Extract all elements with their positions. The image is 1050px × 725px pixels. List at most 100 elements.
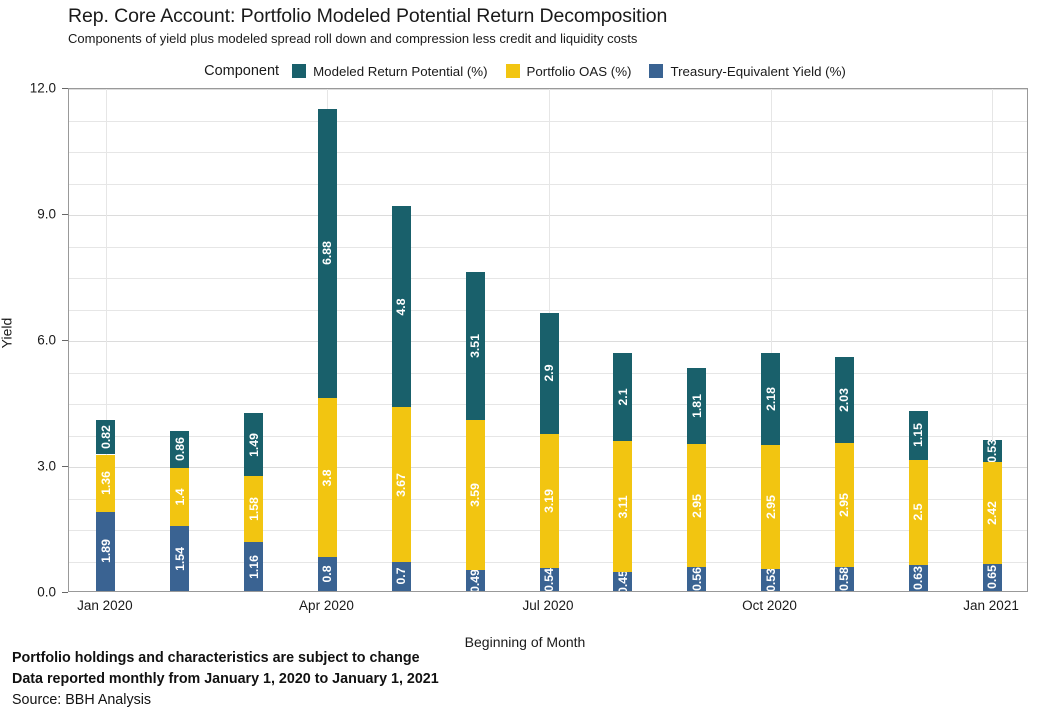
bar-segment[interactable]: 1.54 [170,526,190,591]
bar-value-label: 0.53 [985,439,1000,463]
bar-value-label: 0.65 [985,565,1000,590]
bar-segment[interactable]: 0.45 [613,572,633,591]
bar-segment[interactable]: 3.67 [391,407,411,562]
chart-subtitle: Components of yield plus modeled spread … [68,31,638,46]
bar-segment[interactable]: 1.58 [244,475,264,543]
gridline-vertical [770,89,772,591]
bar-segment[interactable]: 2.95 [761,444,781,569]
legend-swatch-portfolio-oas [505,64,520,78]
bar-group[interactable]: 1.54 1.4 0.86 [170,89,190,591]
bar-group[interactable]: 0.49 3.59 3.51 [465,89,485,591]
y-axis-tick-label: 0.0 [37,584,56,600]
bar-segment[interactable]: 0.65 [982,563,1002,591]
bar-segment[interactable]: 3.19 [539,434,559,569]
legend-item-modeled-return-potential[interactable]: Modeled Return Potential (%) [292,63,488,79]
bar-group[interactable]: 0.45 3.11 2.1 [613,89,633,591]
bar-value-label: 4.8 [394,298,409,316]
bar-value-label: 1.16 [246,554,261,579]
bar-group[interactable]: 0.58 2.95 2.03 [834,89,854,591]
legend-label-modeled-return-potential: Modeled Return Potential (%) [313,63,488,79]
bar-segment[interactable]: 0.86 [170,431,190,468]
bar-value-label: 0.58 [837,566,852,591]
bar-value-label: 2.95 [689,493,704,518]
bar-segment[interactable]: 6.88 [317,108,337,398]
bar-segment[interactable]: 2.03 [834,357,854,443]
legend-label-treasury-equivalent-yield: Treasury-Equivalent Yield (%) [670,63,846,79]
plot-area: 1.89 1.36 0.82 1.54 1.4 0.86 1.16 1.58 1.49 0.8 3.… [68,88,1028,592]
bar-value-label: 3.67 [394,472,409,497]
bar-group[interactable]: 1.16 1.58 1.49 [244,89,264,591]
bar-segment[interactable]: 0.82 [96,420,116,455]
bar-segment[interactable]: 0.58 [834,566,854,591]
bar-segment[interactable]: 1.16 [244,542,264,591]
y-axis-tick-mark [62,592,68,593]
bar-segment[interactable]: 3.11 [613,441,633,573]
bar-segment[interactable]: 0.49 [465,570,485,591]
bar-segment[interactable]: 2.9 [539,312,559,435]
bar-segment[interactable]: 1.15 [908,411,928,460]
bar-value-label: 0.45 [615,572,630,591]
footnote-line-3: Source: BBH Analysis [12,692,152,708]
bar-segment[interactable]: 1.4 [170,467,190,527]
bar-segment[interactable]: 2.18 [761,353,781,445]
bar-segment[interactable]: 4.8 [391,205,411,408]
bar-value-label: 0.49 [468,570,483,591]
bar-segment[interactable]: 0.53 [761,568,781,591]
bar-segment[interactable]: 3.8 [317,397,337,558]
bar-value-label: 0.53 [763,568,778,591]
bar-segment[interactable]: 1.81 [687,367,707,444]
bar-value-label: 1.15 [911,423,926,448]
bar-segment[interactable]: 0.7 [391,561,411,591]
bar-segment[interactable]: 2.5 [908,459,928,565]
bar-value-label: 0.56 [689,567,704,591]
gridline-major [69,89,1027,90]
legend-title: Component [204,63,280,79]
bar-segment[interactable]: 2.95 [834,442,854,567]
bar-group[interactable]: 0.56 2.95 1.81 [687,89,707,591]
bar-segment[interactable]: 2.95 [687,443,707,568]
bar-group[interactable]: 0.63 2.5 1.15 [908,89,928,591]
bar-value-label: 3.59 [468,483,483,507]
bar-segment[interactable]: 0.56 [687,567,707,591]
gridline-minor [69,309,1027,311]
bar-segment[interactable]: 3.51 [465,272,485,420]
bar-group[interactable]: 0.7 3.67 4.8 [391,89,411,591]
bar-value-label: 2.5 [911,503,926,521]
bar-group[interactable]: 0.8 3.8 6.88 [317,89,337,591]
x-axis-tick-label: Jan 2020 [77,598,133,613]
gridline-minor [69,246,1027,248]
bar-segment[interactable]: 0.54 [539,568,559,591]
footnote-line-2: Data reported monthly from January 1, 20… [12,671,439,687]
gridline-minor [69,278,1027,279]
bar-segment[interactable]: 2.1 [613,353,633,442]
bar-segment[interactable]: 0.63 [908,564,928,591]
bar-value-label: 0.8 [320,565,335,583]
bar-group[interactable]: 0.65 2.42 0.53 [982,89,1002,591]
bar-value-label: 1.49 [246,432,261,457]
y-axis-tick-label: 6.0 [37,332,56,348]
bar-segment[interactable]: 0.53 [982,439,1002,463]
bar-segment[interactable]: 1.49 [244,413,264,476]
bar-value-label: 2.95 [763,494,778,519]
bar-segment[interactable]: 2.42 [982,462,1002,564]
bar-segment[interactable]: 1.89 [96,511,116,591]
bar-group[interactable]: 0.53 2.95 2.18 [761,89,781,591]
bar-segment[interactable]: 1.36 [96,454,116,512]
bar-value-label: 2.1 [615,388,630,406]
legend-swatch-modeled-return-potential [292,64,307,78]
gridline-minor [69,183,1027,185]
bar-group[interactable]: 1.89 1.36 0.82 [96,89,116,591]
bar-segment[interactable]: 3.59 [465,419,485,571]
bar-value-label: 3.8 [320,469,335,487]
bar-segment[interactable]: 0.8 [317,557,337,591]
legend-item-portfolio-oas[interactable]: Portfolio OAS (%) [505,64,631,79]
y-axis-tick-label: 3.0 [37,458,56,474]
bar-value-label: 2.42 [985,500,1000,525]
y-axis-tick-mark [62,340,68,341]
bar-group[interactable]: 0.54 3.19 2.9 [539,89,559,591]
gridline-vertical [992,89,994,591]
footnote-block: Portfolio holdings and characteristics a… [12,648,439,711]
legend-item-treasury-equivalent-yield[interactable]: Treasury-Equivalent Yield (%) [649,63,846,79]
bar-value-label: 0.82 [98,425,113,450]
x-axis-label: Beginning of Month [464,634,586,650]
